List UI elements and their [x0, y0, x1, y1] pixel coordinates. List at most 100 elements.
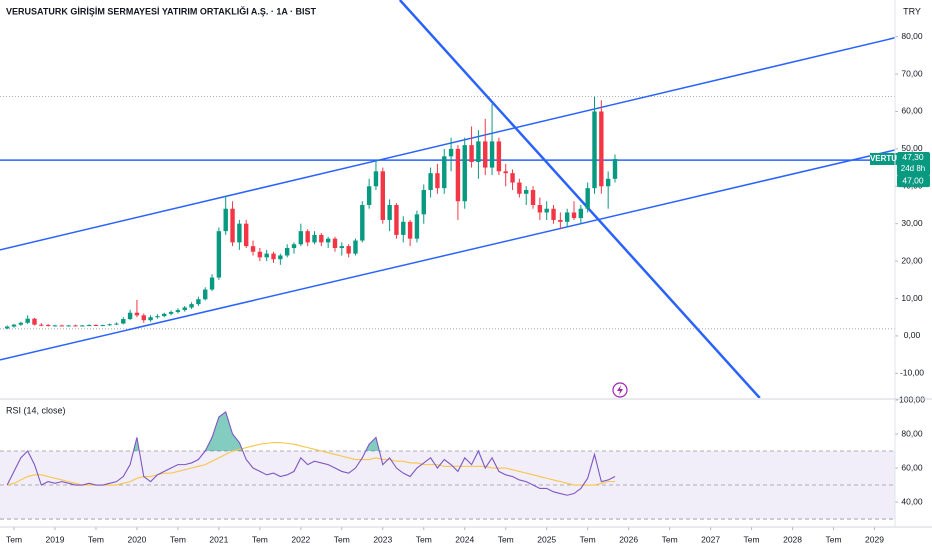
candle-body — [291, 244, 297, 249]
symbol-label: VERTU — [870, 154, 897, 163]
candle-body — [209, 277, 215, 290]
candle-body — [380, 171, 385, 220]
candle-body — [182, 307, 187, 311]
candle-body — [223, 208, 228, 232]
rsi-line — [6, 410, 616, 496]
candle-body — [18, 322, 24, 325]
candle-body — [578, 208, 584, 219]
x-tick-label: 2028 — [783, 534, 802, 544]
candle-body — [237, 223, 242, 243]
candle-body — [168, 311, 174, 314]
y-tick-label: 80,00 — [901, 31, 923, 41]
last-price-label: 47,30 — [902, 152, 924, 162]
x-tick-label: 2022 — [291, 534, 310, 544]
x-tick-label: Tem — [498, 534, 514, 544]
candle-body — [605, 178, 611, 187]
candle-body — [421, 190, 426, 215]
candle-body — [32, 318, 37, 325]
y-tick-label: 70,00 — [901, 68, 923, 78]
candle-body — [189, 304, 194, 308]
candle-body — [66, 325, 71, 327]
candle-body — [93, 325, 99, 327]
x-tick-label: 2019 — [46, 534, 65, 544]
candle-body — [271, 253, 276, 260]
trendline — [0, 37, 895, 251]
trendline — [398, 0, 761, 398]
hline-box — [897, 175, 930, 188]
candle-body — [489, 141, 495, 168]
candle-body — [476, 141, 481, 162]
candle-body — [73, 325, 78, 327]
y-tick-label: 20,00 — [901, 255, 923, 265]
candle-body — [435, 173, 440, 189]
candle-body — [537, 204, 543, 213]
candle-body — [148, 317, 153, 321]
candle-body — [571, 212, 577, 219]
candle-body — [373, 171, 379, 187]
candle-body — [257, 251, 263, 258]
candle-body — [517, 182, 522, 194]
x-tick-label: Tem — [334, 534, 350, 544]
x-tick-label: 2023 — [373, 534, 392, 544]
symbol-box — [870, 152, 897, 165]
candle-body — [483, 141, 488, 168]
candle-body — [312, 234, 317, 243]
y-tick-label: -10,00 — [900, 368, 924, 378]
candle-body — [11, 324, 17, 327]
candle-body — [496, 141, 502, 172]
y-tick-label: 30,00 — [901, 218, 923, 228]
candle-body — [39, 324, 44, 326]
candle-body — [332, 238, 338, 249]
candle-body — [455, 148, 461, 202]
x-tick-label: 2021 — [209, 534, 228, 544]
candle-body — [59, 325, 65, 327]
x-tick-label: Tem — [744, 534, 760, 544]
candle-body — [599, 111, 604, 187]
candle-body — [114, 323, 119, 325]
rsi-y-tick-label: 80,00 — [901, 428, 923, 438]
rsi-ma-line — [7, 441, 615, 486]
candle-body — [80, 325, 85, 327]
candle-body — [264, 253, 269, 258]
candle-body — [325, 238, 331, 243]
candle-body — [305, 231, 310, 243]
candle-body — [175, 310, 181, 312]
candle-body — [564, 212, 570, 222]
candle-body — [250, 246, 256, 252]
candle-body — [366, 186, 372, 205]
candle-body — [141, 315, 146, 321]
candle-body — [353, 240, 358, 254]
alert-icon[interactable] — [612, 382, 628, 398]
y-tick-label: 60,00 — [901, 106, 923, 116]
candle-body — [407, 221, 413, 239]
candle-body — [558, 219, 563, 222]
axes: 80,00 70,00 60,00 50,00 40,00 30,00 20,00 10,00… — [6, 31, 930, 544]
x-tick-label: Tem — [662, 534, 678, 544]
candle-body — [414, 214, 420, 239]
x-tick-label: Tem — [6, 534, 22, 544]
candle-body — [448, 148, 454, 157]
candle-body — [469, 145, 474, 162]
x-tick-label: Tem — [88, 534, 104, 544]
rsi-pane — [0, 410, 895, 520]
chart-title: VERUSATURK GİRİŞİM SERMAYESİ YATIRIM ORT… — [6, 5, 317, 16]
candle-body — [510, 173, 515, 183]
x-tick-label: Tem — [416, 534, 432, 544]
x-tick-label: 2020 — [127, 534, 146, 544]
candle-body — [387, 204, 392, 220]
y-tick-label: 10,00 — [901, 293, 923, 303]
x-tick-label: 2025 — [537, 534, 556, 544]
last-price-box — [897, 151, 930, 176]
candle-body — [544, 208, 549, 213]
candle-body — [216, 231, 222, 278]
x-tick-label: Tem — [170, 534, 186, 544]
candle-body — [203, 289, 208, 300]
candle-body — [134, 312, 140, 316]
x-tick-label: Tem — [826, 534, 842, 544]
candle-body — [428, 173, 433, 191]
x-tick-label: 2026 — [619, 534, 638, 544]
candle-body — [100, 325, 105, 327]
candle-body — [127, 312, 133, 320]
rsi-y-tick-label: 60,00 — [901, 462, 923, 472]
candle-body — [107, 324, 112, 326]
